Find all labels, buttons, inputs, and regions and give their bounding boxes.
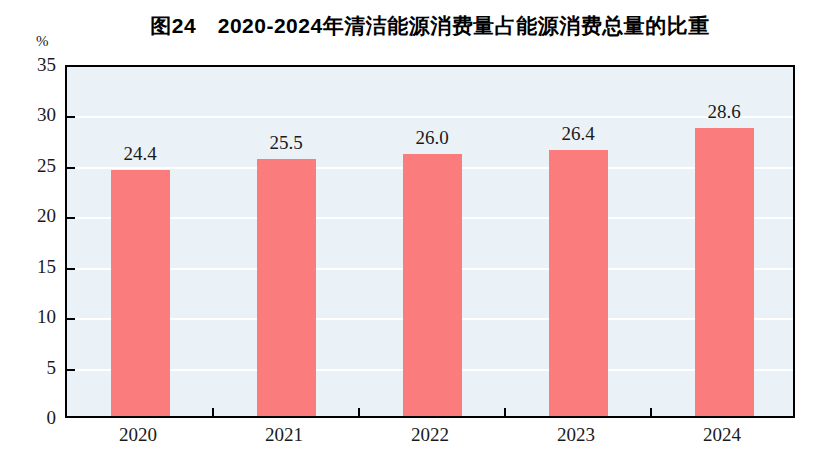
y-axis-tick-label: 10: [4, 307, 56, 327]
x-axis-tick: [504, 408, 506, 416]
chart-container: 图24 2020-2024年清洁能源消费量占能源消费总量的比重 % 24.425…: [0, 0, 832, 461]
bar-2023: [549, 150, 608, 416]
chart-title: 图24 2020-2024年清洁能源消费量占能源消费总量的比重: [65, 12, 795, 40]
bar-value-label: 26.4: [505, 123, 651, 145]
bar-2021: [257, 159, 316, 416]
bar-2022: [403, 154, 462, 416]
x-axis-tick-label: 2024: [649, 424, 795, 446]
y-axis-tick-label: 35: [4, 55, 56, 75]
x-axis-tick: [358, 408, 360, 416]
bar-value-label: 28.6: [651, 101, 797, 123]
x-axis-tick-label: 2020: [65, 424, 211, 446]
y-axis-tick-label: 5: [4, 358, 56, 378]
x-axis-tick-label: 2023: [503, 424, 649, 446]
y-axis-tick-label: 30: [4, 105, 56, 125]
y-axis-tick-label: 0: [4, 408, 56, 428]
bar-2024: [695, 128, 754, 416]
bar-2020: [111, 170, 170, 416]
plot-area: 24.425.526.026.428.6: [65, 65, 795, 418]
bar-value-label: 26.0: [359, 127, 505, 149]
y-axis-tick: [67, 268, 75, 270]
bar-value-label: 25.5: [213, 132, 359, 154]
y-axis-tick-label: 25: [4, 156, 56, 176]
y-axis-tick: [67, 369, 75, 371]
y-axis-tick-label: 20: [4, 206, 56, 226]
x-axis-tick: [212, 408, 214, 416]
x-axis-tick-label: 2022: [357, 424, 503, 446]
x-axis-tick-label: 2021: [211, 424, 357, 446]
y-axis-tick: [67, 116, 75, 118]
y-axis-tick: [67, 167, 75, 169]
y-axis-tick-label: 15: [4, 257, 56, 277]
y-axis-tick: [67, 318, 75, 320]
x-axis-tick: [650, 408, 652, 416]
y-axis-unit-label: %: [36, 33, 49, 50]
bar-value-label: 24.4: [67, 143, 213, 165]
y-axis-tick: [67, 217, 75, 219]
